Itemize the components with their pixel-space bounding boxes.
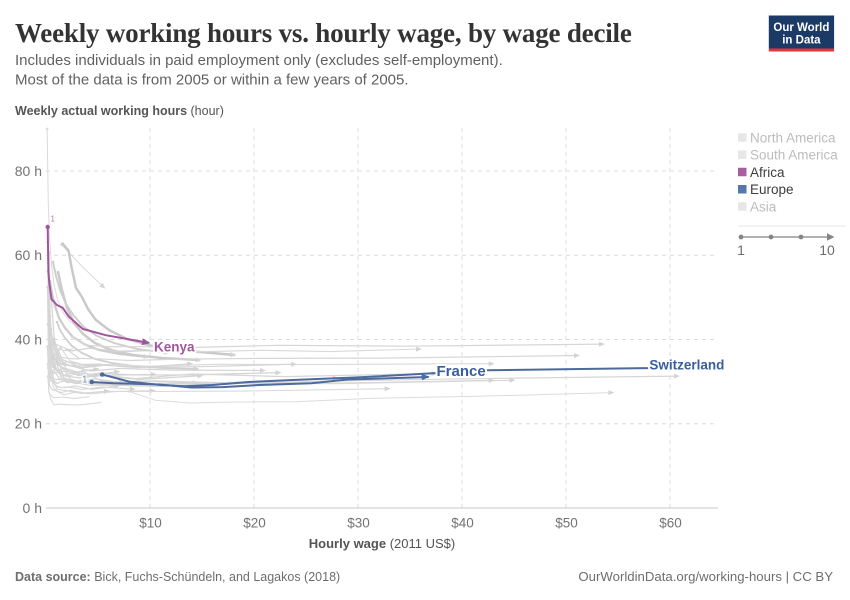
svg-text:Data source: Bick, Fuchs-Schün: Data source: Bick, Fuchs-Schündeln, and … [15, 570, 340, 584]
svg-text:1: 1 [82, 375, 88, 386]
svg-text:South America: South America [750, 148, 838, 163]
svg-text:Asia: Asia [750, 199, 777, 214]
svg-text:North America: North America [750, 130, 836, 145]
svg-text:60 h: 60 h [15, 247, 42, 263]
svg-text:10: 10 [819, 242, 835, 258]
svg-text:0 h: 0 h [23, 500, 42, 516]
svg-text:$20: $20 [243, 516, 266, 531]
svg-text:20 h: 20 h [15, 416, 42, 432]
svg-text:$60: $60 [659, 516, 682, 531]
svg-text:Weekly working hours vs. hourl: Weekly working hours vs. hourly wage, by… [15, 18, 632, 48]
svg-text:France: France [437, 363, 486, 380]
svg-text:Kenya: Kenya [154, 340, 195, 355]
svg-text:Most of the data is from 2005: Most of the data is from 2005 or within … [15, 72, 409, 89]
svg-text:Hourly wage (2011 US$): Hourly wage (2011 US$) [309, 536, 455, 551]
svg-text:Switzerland: Switzerland [649, 358, 724, 373]
svg-text:Europe: Europe [750, 182, 794, 197]
svg-text:1: 1 [51, 215, 56, 224]
svg-text:$10: $10 [139, 516, 162, 531]
svg-text:Africa: Africa [750, 165, 785, 180]
svg-text:$50: $50 [555, 516, 578, 531]
svg-text:OurWorldinData.org/working-hou: OurWorldinData.org/working-hours | CC BY [578, 569, 833, 584]
svg-text:Our World: Our World [773, 22, 829, 34]
svg-text:40 h: 40 h [15, 331, 42, 347]
svg-text:80 h: 80 h [15, 163, 42, 179]
svg-text:Includes individuals in paid e: Includes individuals in paid employment … [15, 52, 503, 69]
svg-text:1: 1 [737, 242, 745, 258]
svg-text:$40: $40 [451, 516, 474, 531]
svg-text:Weekly actual working hours (h: Weekly actual working hours (hour) [15, 104, 224, 118]
svg-text:in Data: in Data [782, 35, 821, 47]
svg-text:$30: $30 [347, 516, 370, 531]
